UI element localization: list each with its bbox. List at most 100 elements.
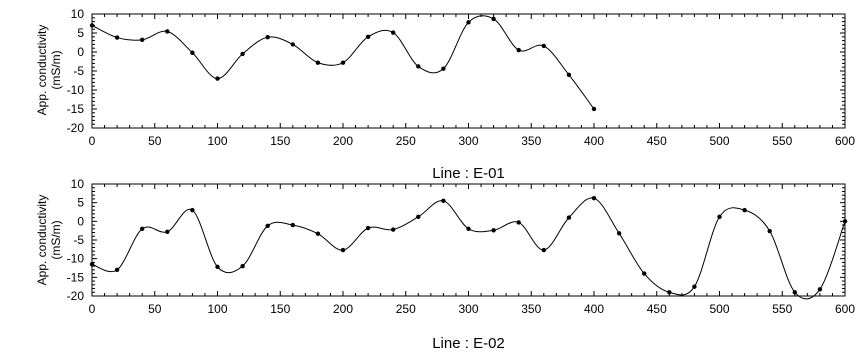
y-tick-label: 10 [71,7,85,21]
x-tick-label: 600 [835,302,855,316]
data-point [140,226,145,231]
x-tick-label: 350 [521,134,541,148]
data-point [89,262,95,267]
y-tick-label: 0 [77,214,84,228]
data-point [89,23,95,28]
x-tick-label: 550 [772,302,792,316]
y-axis-title: App. conductivity(mS/m) [35,195,63,286]
y-tick-label: -5 [73,233,84,247]
x-tick-label: 400 [584,302,604,316]
data-point [416,64,421,69]
data-point [190,50,195,55]
data-point [842,219,848,224]
data-point [566,72,572,78]
x-axis-title: Line : E-02 [432,335,505,352]
x-tick-label: 350 [521,302,541,316]
x-tick-label: 150 [270,302,290,316]
x-tick-label: 600 [835,134,855,148]
data-point [391,30,396,35]
data-point [541,247,546,253]
x-tick-label: 250 [396,134,416,148]
data-point [817,287,823,292]
data-point [767,228,772,234]
x-tick-label: 500 [709,134,729,148]
data-point [165,29,170,34]
data-point [290,222,295,228]
data-point [717,214,722,220]
x-tick-label: 250 [396,302,416,316]
x-tick-label: 0 [89,302,96,316]
data-point [240,263,245,269]
data-point [365,34,371,39]
data-point [315,60,321,65]
data-point [591,106,597,112]
x-tick-label: 200 [333,134,353,148]
x-tick-label: 0 [89,134,96,148]
data-point [240,51,245,57]
data-point [491,228,496,233]
data-point [591,195,597,201]
y-tick-label: -20 [67,289,85,303]
data-point [742,207,747,213]
data-point [190,207,195,213]
x-tick-label: 450 [647,134,667,148]
data-point [441,198,446,203]
data-point [692,284,697,289]
y-tick-label: 10 [71,177,85,191]
data-point [265,223,270,229]
data-point [315,231,321,236]
x-tick-label: 200 [333,302,353,316]
data-point [114,35,120,40]
y-tick-label: -20 [67,121,85,135]
y-tick-label: -10 [67,252,85,266]
data-point [114,267,120,273]
x-tick-label: 450 [647,302,667,316]
y-axis-title-line: App. conductivity [35,195,49,286]
x-tick-label: 50 [148,134,162,148]
plot-frame [91,183,846,297]
data-point [642,271,647,276]
data-point [466,226,471,231]
data-point [215,76,220,81]
data-point [416,214,421,220]
y-axis-title-line: App. conductivity [35,25,49,116]
y-tick-label: 5 [77,26,84,40]
chart-panel-e01: 0 50 100 150 200 250 300 350 400 450 500 550 600-20-… [35,7,855,182]
y-axis-title-line: (mS/m) [49,50,63,89]
data-point [566,215,572,220]
x-axis-title: Line : E-01 [432,165,505,182]
x-tick-label: 400 [584,134,604,148]
y-tick-label: 5 [77,196,84,210]
x-tick-label: 100 [207,302,227,316]
chart-panel-e02: 0 50 100 150 200 250 300 350 400 450 500 550 600-20-… [35,177,855,352]
data-point [290,42,295,47]
data-point [340,60,346,65]
data-point [365,225,371,231]
data-point [541,43,546,49]
x-tick-label: 50 [148,302,162,316]
x-tick-label: 300 [458,134,478,148]
data-point [265,34,270,40]
data-point [340,247,346,253]
y-axis-title-line: (mS/m) [49,220,63,259]
y-axis-title: App. conductivity(mS/m) [35,25,63,116]
data-point [441,66,446,71]
x-tick-label: 550 [772,134,792,148]
y-tick-label: -15 [67,102,85,116]
series-line [91,197,846,300]
data-point [616,231,622,236]
plot-frame [91,13,846,129]
y-tick-label: -15 [67,270,85,284]
data-point [516,47,521,53]
data-point [466,20,471,25]
data-point [140,37,145,43]
x-tick-label: 150 [270,134,290,148]
x-tick-label: 300 [458,302,478,316]
y-tick-label: -5 [73,64,84,78]
y-tick-label: 0 [77,45,84,59]
x-tick-label: 100 [207,134,227,148]
data-point [491,16,496,22]
data-point [215,264,220,270]
y-tick-label: -10 [67,83,85,97]
